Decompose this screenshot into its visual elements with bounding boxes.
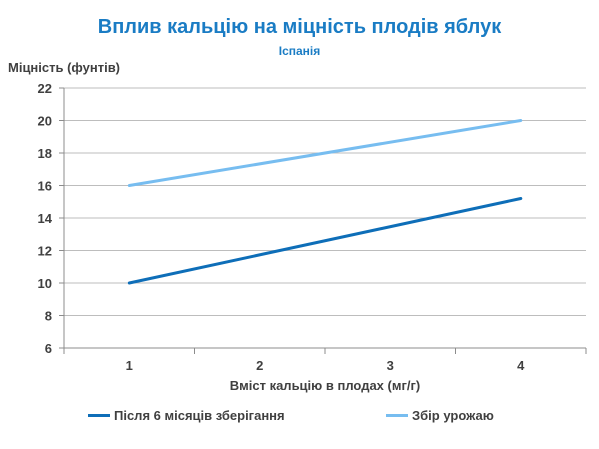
- y-tick-label: 22: [38, 81, 52, 96]
- y-tick-label: 8: [45, 309, 52, 324]
- y-tick-label: 20: [38, 114, 52, 129]
- y-tick-label: 6: [45, 341, 52, 356]
- legend-label-storage: Після 6 місяців зберігання: [114, 408, 285, 423]
- x-tick-label: 4: [517, 358, 525, 373]
- chart-title: Вплив кальцію на міцність плодів яблук: [97, 16, 502, 38]
- legend-swatch-harvest: [386, 414, 408, 417]
- y-tick-label: 16: [38, 179, 52, 194]
- series-line-1: [127, 119, 523, 187]
- x-axis-label: Вміст кальцію в плодах (мг/г): [230, 378, 420, 393]
- gridlines: [64, 87, 586, 316]
- legend-label-harvest: Збір урожаю: [412, 408, 494, 423]
- y-tick-label: 14: [38, 211, 53, 226]
- x-tick-label: 3: [387, 358, 394, 373]
- x-tick-label: 2: [256, 358, 263, 373]
- y-tick-label: 18: [38, 146, 52, 161]
- axes: [59, 87, 587, 354]
- legend-item-harvest: Збір урожаю: [386, 408, 494, 423]
- y-tick-label: 10: [38, 276, 52, 291]
- chart-subtitle: Іспанія: [278, 44, 321, 58]
- series-line-0: [127, 197, 523, 285]
- legend: Після 6 місяців зберігання Збір урожаю: [0, 408, 599, 428]
- series-lines: [127, 119, 523, 285]
- legend-swatch-storage: [88, 414, 110, 417]
- legend-item-storage: Після 6 місяців зберігання: [88, 408, 285, 423]
- y-axis-label: Міцність (фунтів): [8, 60, 121, 75]
- y-tick-label: 12: [38, 244, 52, 259]
- x-tick-label: 1: [126, 358, 133, 373]
